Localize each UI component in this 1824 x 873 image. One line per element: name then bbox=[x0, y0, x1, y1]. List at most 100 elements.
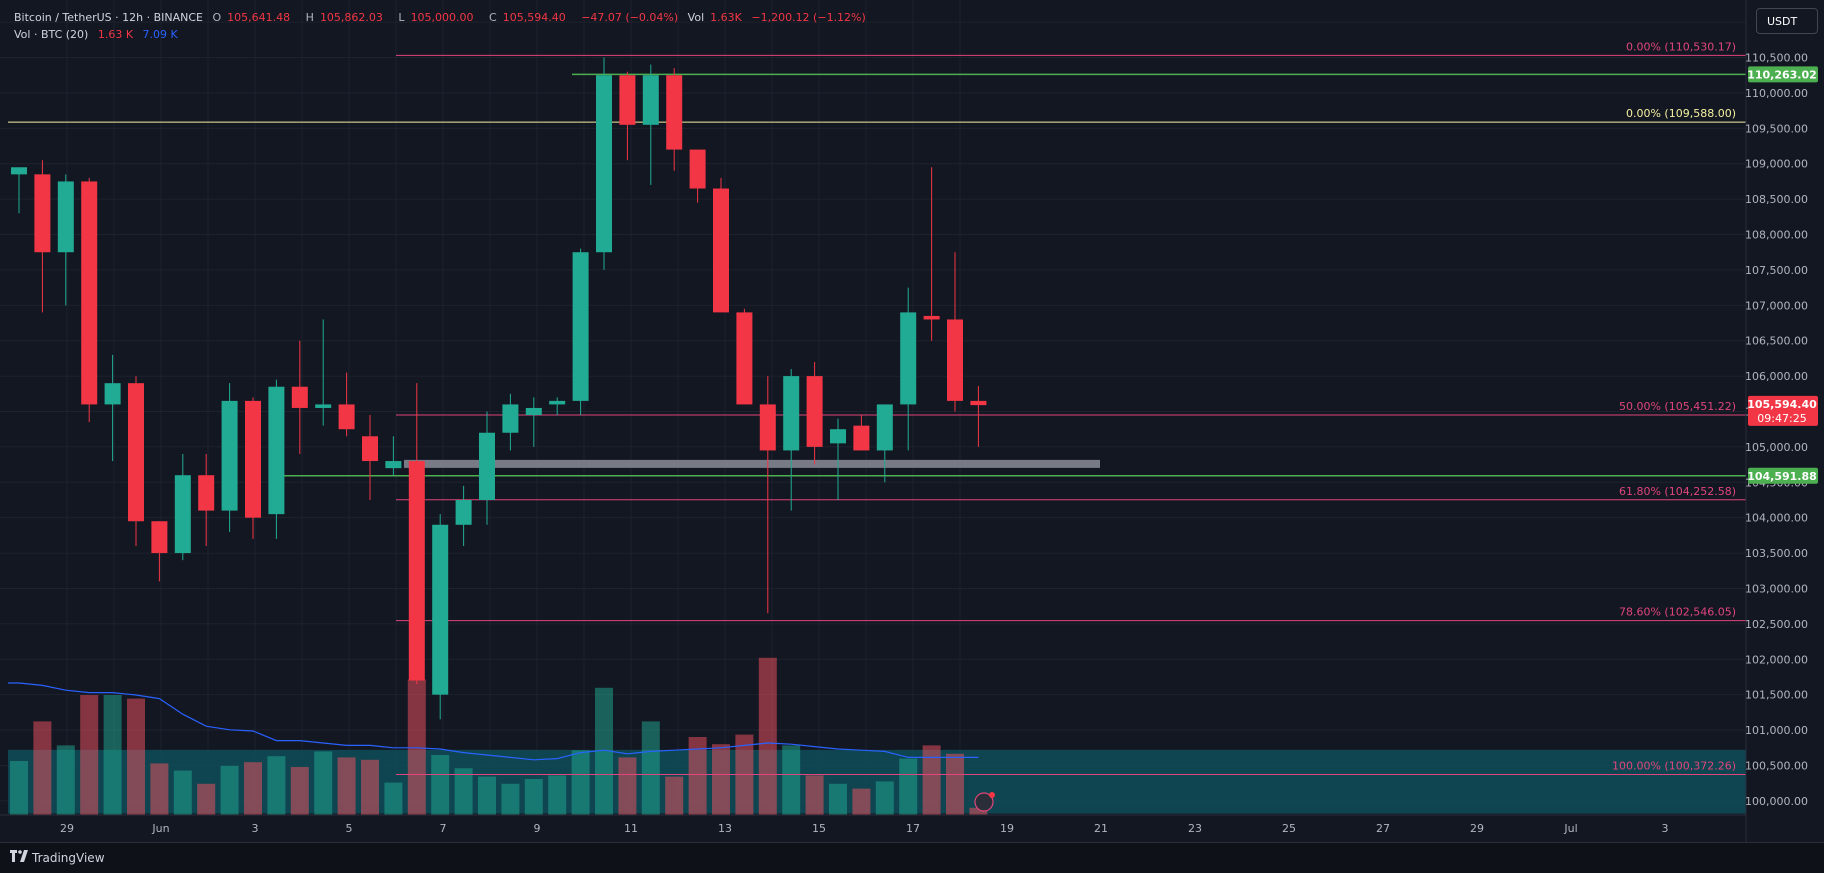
time-tick-label: 15 bbox=[812, 822, 826, 835]
volume-bar bbox=[665, 776, 684, 815]
candle-body bbox=[221, 400, 238, 511]
time-tick-label: 21 bbox=[1094, 822, 1108, 835]
volume-bar bbox=[618, 757, 637, 815]
vol-change: −1,200.12 (−1.12%) bbox=[751, 11, 866, 24]
volume-indicator-label[interactable]: Vol · BTC (20) bbox=[14, 28, 89, 41]
volume-bar bbox=[454, 768, 473, 815]
price-change: −47.07 (−0.04%) bbox=[581, 11, 679, 24]
time-tick-label: 17 bbox=[906, 822, 920, 835]
price-tick-label: 102,500.00 bbox=[1745, 618, 1808, 631]
candle-body bbox=[713, 188, 729, 313]
candle-body bbox=[970, 400, 987, 406]
volume-bar bbox=[548, 775, 567, 815]
volume-bar bbox=[712, 744, 730, 815]
currency-button[interactable]: USDT bbox=[1756, 8, 1818, 34]
time-tick-label: 9 bbox=[534, 822, 541, 835]
volume-indicator-value2: 7.09 K bbox=[142, 28, 178, 41]
volume-bar bbox=[571, 750, 590, 815]
candle-body bbox=[572, 252, 589, 401]
ohlc-high: H 105,862.03 bbox=[305, 11, 383, 24]
volume-bar bbox=[946, 753, 964, 815]
price-tick-label: 106,000.00 bbox=[1745, 370, 1808, 383]
price-tick-label: 108,000.00 bbox=[1745, 229, 1808, 242]
volume-bar bbox=[478, 776, 496, 815]
fib-level-label: 61.80% (104,252.58) bbox=[1619, 485, 1736, 498]
volume-bar bbox=[33, 721, 52, 815]
candle-body bbox=[34, 174, 51, 253]
price-tick-label: 101,000.00 bbox=[1745, 724, 1808, 737]
candle-body bbox=[736, 312, 753, 405]
footer-bar: TradingView bbox=[0, 842, 1824, 873]
price-tick-label: 106,500.00 bbox=[1745, 335, 1808, 348]
volume-bar bbox=[524, 779, 543, 815]
candle-body bbox=[642, 75, 659, 125]
price-tick-label: 108,500.00 bbox=[1745, 193, 1808, 206]
time-tick-label: 23 bbox=[1188, 822, 1202, 835]
price-chart[interactable]: 0.00% (110,530.17) 0.00% (109,588.00) 50.0… bbox=[0, 0, 1824, 842]
price-tick-label: 103,500.00 bbox=[1745, 547, 1808, 560]
candle-body bbox=[853, 425, 870, 451]
candle-body bbox=[830, 429, 846, 444]
price-marker-label: 110,263.02 bbox=[1747, 68, 1817, 81]
volume-bar bbox=[688, 737, 707, 815]
support-zone-bar bbox=[404, 459, 1100, 468]
fib-level-label: 0.00% (109,588.00) bbox=[1626, 107, 1736, 120]
time-tick-label: 7 bbox=[440, 822, 447, 835]
volume-bar bbox=[197, 783, 216, 815]
price-tick-label: 100,500.00 bbox=[1745, 759, 1808, 772]
price-tick-label: 107,000.00 bbox=[1745, 299, 1808, 312]
price-tick-label: 109,500.00 bbox=[1745, 122, 1808, 135]
candle-body bbox=[900, 312, 917, 405]
vol-label: Vol bbox=[687, 11, 705, 24]
price-tick-label: 109,000.00 bbox=[1745, 158, 1808, 171]
price-marker-badge bbox=[1748, 395, 1818, 426]
alert-icon bbox=[974, 792, 994, 812]
ohlc-legend: Bitcoin / TetherUS · 12h · BINANCE O 105,… bbox=[14, 11, 872, 24]
volume-legend: Vol · BTC (20) 1.63 K 7.09 K bbox=[14, 28, 184, 41]
candle-body bbox=[57, 181, 74, 253]
candle-body bbox=[806, 376, 823, 447]
volume-bar bbox=[150, 763, 169, 815]
volume-bar bbox=[103, 695, 122, 815]
candle-body bbox=[666, 75, 683, 150]
symbol-label[interactable]: Bitcoin / TetherUS · 12h · BINANCE bbox=[14, 11, 203, 24]
price-tick-label: 101,500.00 bbox=[1745, 689, 1808, 702]
candle-body bbox=[759, 404, 776, 451]
volume-bar bbox=[758, 657, 777, 815]
volume-bar bbox=[80, 695, 99, 815]
time-tick-label: 3 bbox=[1662, 822, 1669, 835]
price-tick-label: 107,500.00 bbox=[1745, 264, 1808, 277]
countdown-label: 09:47:25 bbox=[1757, 412, 1806, 425]
time-tick-label: Jun bbox=[151, 822, 169, 835]
candle-body bbox=[876, 404, 893, 451]
candle-body bbox=[783, 376, 800, 451]
chart-background bbox=[0, 0, 1824, 842]
candle-body bbox=[338, 404, 355, 430]
candle-body bbox=[385, 461, 402, 469]
candle-body bbox=[947, 319, 963, 401]
candle-body bbox=[198, 475, 215, 511]
volume-bar bbox=[501, 783, 520, 815]
volume-bar bbox=[641, 721, 660, 815]
fib-level-label: 100.00% (100,372.26) bbox=[1612, 759, 1736, 772]
volume-bar bbox=[805, 775, 824, 815]
volume-bar bbox=[244, 762, 262, 815]
candle-body bbox=[174, 475, 191, 554]
candle-body bbox=[151, 521, 168, 554]
fib-level-label: 78.60% (102,546.05) bbox=[1619, 606, 1736, 619]
volume-bar bbox=[782, 745, 801, 815]
tradingview-brand[interactable]: TradingView bbox=[10, 850, 105, 866]
price-marker-badge bbox=[1748, 467, 1818, 484]
time-tick-label: 27 bbox=[1376, 822, 1390, 835]
volume-bar bbox=[290, 767, 309, 815]
candle-body bbox=[104, 383, 121, 405]
price-marker-label: 105,594.40 bbox=[1747, 398, 1817, 411]
candle-body bbox=[502, 404, 519, 433]
time-tick-label: 29 bbox=[60, 822, 74, 835]
volume-bar bbox=[875, 781, 894, 815]
price-marker-label: 104,591.88 bbox=[1747, 470, 1817, 483]
volume-bar bbox=[314, 751, 333, 815]
fib-level-label: 0.00% (110,530.17) bbox=[1626, 40, 1736, 53]
vol-value: 1.63K bbox=[710, 11, 742, 24]
